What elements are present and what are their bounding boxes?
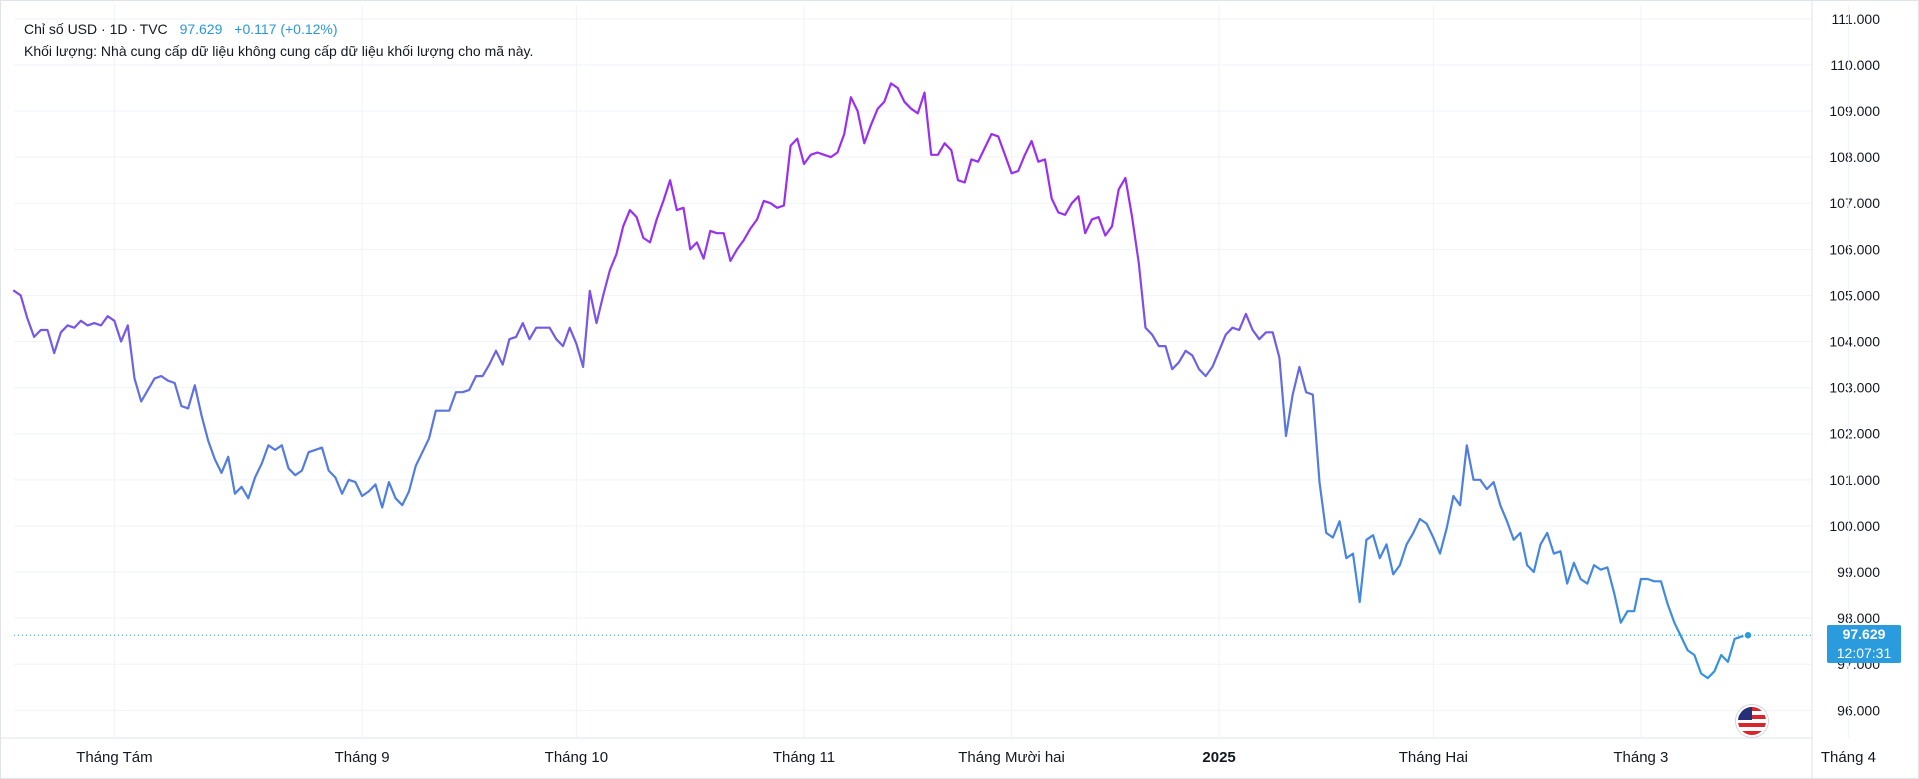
bar-countdown: 12:07:31 [1836,645,1892,662]
y-tick-label: 106.000 [1829,241,1880,257]
y-tick-label: 102.000 [1829,426,1880,442]
y-tick-label: 104.000 [1829,334,1880,350]
y-tick-label: 110.000 [1830,57,1880,73]
x-tick-label: Tháng 4 [1821,749,1876,766]
last-price-value: 97.629 [1842,626,1886,643]
x-tick-label: Tháng Hai [1399,749,1468,766]
us-flag-icon[interactable] [1736,705,1768,737]
y-tick-label: 105.000 [1829,287,1880,303]
flag-canton [1738,707,1752,720]
y-tick-label: 99.000 [1837,564,1880,580]
x-tick-label: Tháng 10 [545,749,608,766]
y-tick-label: 107.000 [1829,195,1880,211]
y-tick-label: 108.000 [1829,149,1880,165]
price-line [12,82,1750,680]
y-tick-label: 101.000 [1829,472,1880,488]
last-point-marker [1743,630,1753,640]
x-tick-label: 2025 [1202,749,1235,766]
y-tick-label: 100.000 [1829,518,1880,534]
y-tick-label: 109.000 [1829,103,1880,119]
y-tick-label: 111.000 [1831,11,1880,27]
y-tick-label: 96.000 [1837,702,1880,718]
x-tick-label: Tháng Mười hai [958,749,1065,766]
x-tick-label: Tháng Tám [76,749,152,766]
x-tick-label: Tháng 9 [335,749,390,766]
x-tick-label: Tháng 3 [1613,749,1668,766]
y-tick-label: 98.000 [1837,610,1880,626]
y-tick-label: 103.000 [1829,380,1880,396]
x-tick-label: Tháng 11 [773,749,835,766]
last-price-label: 97.629 12:07:31 [1827,625,1901,664]
